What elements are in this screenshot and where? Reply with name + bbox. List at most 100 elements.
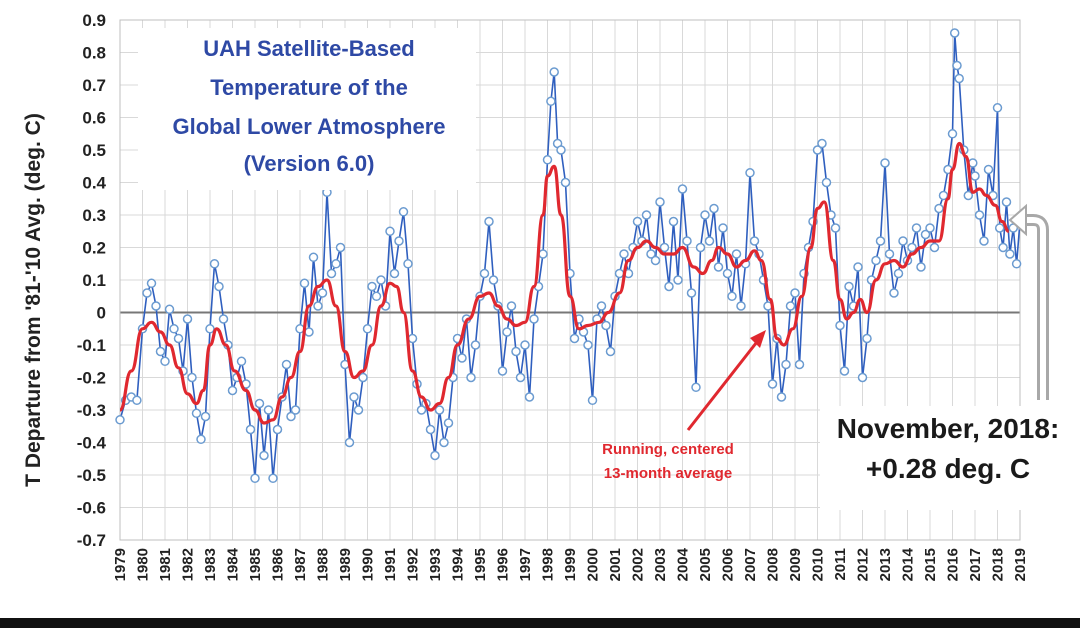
monthly-point: [502, 327, 512, 337]
y-tick-label: -0.7: [77, 531, 106, 550]
x-tick-label: 1983: [202, 548, 219, 581]
monthly-point: [196, 434, 206, 445]
monthly-point: [650, 255, 661, 266]
y-tick-label: 0: [97, 304, 106, 323]
monthly-point: [605, 346, 616, 357]
monthly-point: [371, 291, 382, 302]
monthly-point: [767, 379, 778, 389]
running-average-series: [118, 141, 1010, 425]
monthly-point: [430, 450, 440, 461]
x-tick-label: 1989: [337, 548, 354, 581]
monthly-point: [884, 249, 895, 259]
monthly-point: [916, 262, 926, 272]
monthly-point: [731, 249, 742, 259]
y-tick-label: 0.8: [82, 44, 106, 63]
running-average-arrow: [686, 337, 762, 431]
monthly-point: [304, 327, 314, 337]
monthly-point: [308, 252, 319, 263]
y-tick-label: -0.3: [77, 401, 106, 420]
monthly-point: [785, 301, 796, 311]
monthly-point: [844, 281, 854, 292]
x-tick-label: 2010: [810, 548, 827, 581]
monthly-point: [362, 324, 373, 334]
monthly-point: [691, 382, 701, 393]
x-tick-label: 1988: [315, 548, 332, 581]
x-tick-label: 1999: [562, 548, 579, 581]
monthly-point: [830, 223, 841, 233]
monthly-point: [416, 405, 427, 415]
monthly-point: [992, 103, 1003, 113]
x-tick-label: 1998: [540, 548, 557, 581]
monthly-point: [790, 288, 800, 298]
x-tick-label: 2002: [630, 548, 647, 581]
x-tick-label: 2018: [990, 548, 1007, 581]
x-tick-label: 1984: [225, 547, 242, 581]
x-tick-label: 1981: [157, 548, 174, 581]
monthly-point: [214, 281, 224, 292]
monthly-point: [709, 203, 719, 214]
x-tick-label: 1994: [450, 547, 467, 581]
monthly-point: [949, 28, 960, 38]
monthly-point: [875, 236, 886, 246]
monthly-point: [677, 184, 688, 194]
monthly-point: [457, 353, 467, 363]
monthly-point: [632, 216, 643, 227]
monthly-point: [317, 288, 328, 298]
monthly-point: [407, 333, 418, 344]
monthly-point: [546, 96, 556, 107]
monthly-point: [331, 259, 341, 269]
monthly-point: [646, 249, 656, 259]
x-tick-label: 1982: [180, 548, 197, 581]
monthly-point: [236, 356, 247, 367]
monthly-point: [745, 168, 755, 178]
x-tick-label: 2013: [877, 548, 894, 581]
monthly-point: [695, 242, 706, 253]
monthly-point: [587, 395, 598, 406]
x-tick-label: 1979: [112, 548, 129, 581]
monthly-point: [938, 190, 949, 201]
y-tick-label: 0.7: [82, 76, 106, 95]
monthly-point: [713, 262, 724, 272]
monthly-point: [173, 333, 184, 344]
monthly-point: [1005, 249, 1015, 259]
running-average-label-line-1: Running, centered: [602, 441, 734, 458]
monthly-point: [925, 223, 935, 233]
monthly-point: [920, 229, 931, 240]
monthly-point: [556, 145, 566, 155]
monthly-point: [781, 359, 791, 370]
monthly-point: [515, 372, 526, 383]
monthly-point: [970, 171, 980, 181]
monthly-point: [470, 340, 481, 350]
monthly-point: [394, 236, 404, 246]
monthly-point: [673, 275, 683, 285]
y-tick-label: 0.1: [82, 271, 106, 290]
x-tick-label: 1996: [495, 548, 512, 581]
callout-arrow-inner: [1022, 217, 1046, 400]
monthly-point: [853, 262, 863, 272]
chart-title-line-2: Temperature of the: [210, 75, 408, 100]
monthly-point: [862, 333, 872, 344]
monthly-point: [529, 314, 539, 324]
monthly-point: [619, 249, 629, 259]
monthly-point: [794, 359, 805, 370]
x-tick-label: 2004: [675, 547, 692, 581]
chart-title-line-4: (Version 6.0): [244, 151, 375, 176]
y-tick-label: 0.4: [82, 174, 106, 193]
monthly-point: [700, 210, 710, 220]
monthly-point: [218, 314, 229, 324]
monthly-point: [821, 177, 832, 188]
monthly-point: [403, 259, 413, 269]
plot-frame: [119, 19, 1021, 541]
y-tick-label: 0.9: [82, 11, 106, 30]
monthly-point: [497, 366, 508, 376]
x-tick-label: 1995: [472, 548, 489, 581]
x-tick-label: 2000: [585, 548, 602, 581]
monthly-point: [542, 155, 553, 165]
monthly-point: [835, 320, 845, 331]
monthly-point: [569, 333, 580, 344]
y-tick-label: 0.6: [82, 109, 106, 128]
monthly-point: [839, 366, 850, 376]
callout-line-1: November, 2018:: [837, 413, 1060, 444]
monthly-point: [776, 392, 787, 402]
monthly-point: [979, 236, 989, 246]
